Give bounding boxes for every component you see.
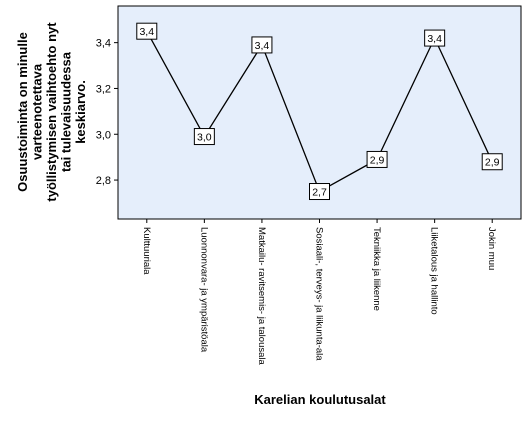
y-axis-title-line: varteenotettava bbox=[30, 63, 45, 160]
x-category-label: Kulttuuriala bbox=[141, 227, 152, 275]
data-point: 3,4 bbox=[251, 36, 273, 54]
x-axis: Kulttuuriala Luonnonvara- ja ympäristöala… bbox=[141, 219, 497, 366]
y-tick-label: 3,2 bbox=[96, 83, 111, 95]
data-label-box bbox=[193, 128, 215, 146]
data-point: 3,0 bbox=[193, 128, 215, 146]
x-axis-title: Karelian koulutusalat bbox=[254, 392, 386, 407]
y-tick-label: 3,4 bbox=[96, 38, 111, 50]
data-label-box bbox=[424, 29, 446, 47]
y-axis-title-line: Osuustoiminta on minulle bbox=[15, 32, 30, 192]
data-markers: 3,4 3,0 3,4 2,7 2,9 3,4 2,9 bbox=[136, 22, 503, 201]
x-category-label: Jokin muu bbox=[486, 227, 497, 270]
data-label-box bbox=[309, 183, 330, 201]
y-axis-title: Osuustoiminta on minulle varteenotettava t… bbox=[15, 22, 88, 202]
data-label-box bbox=[366, 150, 388, 168]
data-label: 3,4 bbox=[427, 33, 442, 45]
x-category-label: Luonnonvara- ja ympäristöala bbox=[198, 227, 209, 353]
data-label-box bbox=[251, 36, 273, 54]
data-point: 3,4 bbox=[424, 29, 446, 47]
data-label: 3,0 bbox=[197, 132, 212, 144]
data-label-box bbox=[481, 153, 503, 171]
y-axis-title-line: keskiarvo. bbox=[73, 80, 88, 144]
y-axis-title-line: työllistymisen vaihtoehto nyt bbox=[44, 22, 59, 202]
x-category-label: Tekniikka ja liikenne bbox=[371, 227, 382, 311]
data-point: 2,9 bbox=[481, 153, 503, 171]
data-label: 2,7 bbox=[312, 187, 327, 199]
data-point: 2,9 bbox=[366, 150, 388, 168]
data-label: 3,4 bbox=[255, 40, 270, 52]
y-axis: 2,8 3,0 3,2 3,4 bbox=[96, 38, 118, 187]
y-tick-label: 2,8 bbox=[96, 175, 111, 187]
data-point: 2,7 bbox=[309, 183, 330, 201]
data-label: 2,9 bbox=[485, 157, 500, 169]
y-axis-title-line: tai tulevaisuudessa bbox=[59, 51, 74, 172]
data-point: 3,4 bbox=[136, 22, 158, 40]
y-tick-label: 3,0 bbox=[96, 129, 111, 141]
x-category-label: Liiketalous ja hallinto bbox=[429, 227, 440, 315]
data-label-box bbox=[136, 22, 158, 40]
data-label: 3,4 bbox=[139, 26, 154, 38]
data-label: 2,9 bbox=[370, 154, 385, 166]
x-category-label: Sosiaali-, terveys- ja liikunta-ala bbox=[314, 227, 325, 361]
x-category-label: Matkailu- ravitsemis- ja talousala bbox=[256, 227, 267, 366]
